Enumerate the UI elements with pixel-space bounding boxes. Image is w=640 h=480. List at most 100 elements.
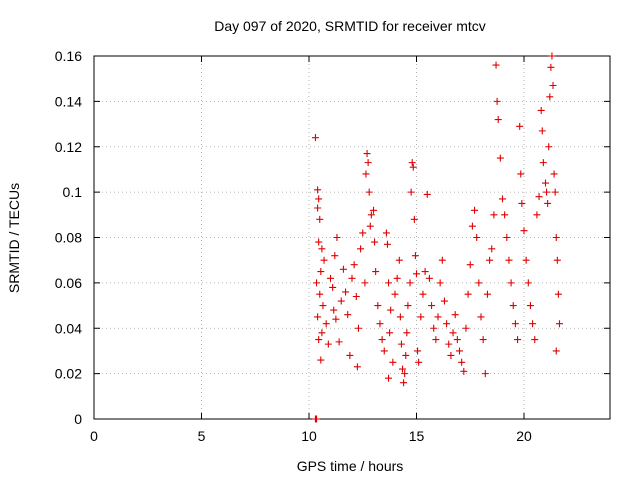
- data-point: [434, 313, 442, 321]
- data-point: [460, 367, 468, 375]
- data-point: [499, 195, 506, 203]
- data-point: [545, 143, 553, 151]
- data-point: [417, 313, 425, 321]
- data-point: [505, 256, 513, 264]
- data-point: [447, 351, 455, 359]
- data-point: [411, 252, 419, 260]
- data-point: [520, 227, 528, 235]
- data-point: [314, 313, 322, 321]
- data-point: [473, 234, 481, 241]
- data-point: [430, 324, 438, 332]
- data-point: [376, 320, 384, 328]
- data-point: [542, 179, 549, 187]
- data-point: [538, 127, 546, 135]
- data-point: [365, 188, 373, 196]
- data-point: [458, 358, 466, 366]
- data-point: [549, 81, 557, 89]
- data-point: [352, 292, 360, 300]
- x-axis-label: GPS time / hours: [297, 458, 404, 474]
- data-point: [331, 252, 339, 260]
- data-point: [337, 297, 345, 305]
- data-point: [481, 370, 489, 378]
- data-point: [378, 336, 386, 344]
- data-point: [552, 234, 560, 241]
- data-point: [329, 283, 337, 291]
- x-tick-label: 15: [409, 428, 425, 444]
- data-point: [438, 256, 446, 264]
- data-point: [468, 222, 476, 230]
- data-point: [492, 61, 500, 69]
- data-point: [354, 324, 362, 332]
- data-point: [380, 347, 388, 355]
- data-point: [483, 290, 491, 298]
- data-point: [348, 274, 356, 282]
- data-point: [316, 290, 324, 298]
- x-tick-label: 5: [198, 428, 206, 444]
- data-point: [546, 93, 554, 101]
- data-point: [415, 358, 423, 366]
- grid-lines: [94, 56, 610, 419]
- data-point: [385, 279, 393, 287]
- data-point: [419, 290, 427, 298]
- data-point: [414, 347, 422, 355]
- data-point: [410, 215, 418, 223]
- data-point: [313, 415, 321, 423]
- data-point: [395, 256, 403, 264]
- data-point: [406, 279, 414, 287]
- data-point: [367, 211, 375, 219]
- data-point: [397, 340, 405, 348]
- data-point: [374, 302, 382, 310]
- data-point: [479, 336, 487, 344]
- data-point: [471, 206, 479, 214]
- data-point: [313, 279, 321, 287]
- data-point: [315, 195, 323, 203]
- data-point: [501, 211, 509, 219]
- data-point: [421, 268, 429, 276]
- data-point: [425, 274, 433, 282]
- data-point: [555, 320, 563, 328]
- data-point: [363, 150, 371, 158]
- data-point: [440, 297, 448, 305]
- data-point: [518, 199, 526, 207]
- data-point: [399, 365, 407, 373]
- data-point: [552, 347, 560, 355]
- data-point: [507, 279, 515, 287]
- data-point: [436, 279, 444, 287]
- data-point: [346, 351, 354, 359]
- data-point: [315, 336, 323, 344]
- data-point: [547, 63, 555, 71]
- data-point: [524, 279, 532, 287]
- data-point: [318, 329, 326, 337]
- data-point: [493, 97, 501, 105]
- data-point: [462, 324, 470, 332]
- data-point: [403, 329, 411, 337]
- y-tick-label: 0.04: [55, 320, 82, 336]
- data-point: [322, 320, 330, 328]
- y-tick-label: 0.02: [55, 366, 82, 382]
- data-point: [391, 290, 399, 298]
- data-point: [477, 313, 485, 321]
- y-tick-label: 0.12: [55, 139, 82, 155]
- data-point: [443, 320, 451, 328]
- data-point: [314, 204, 322, 212]
- data-point: [317, 356, 325, 364]
- data-point: [514, 336, 522, 344]
- data-point: [529, 320, 537, 328]
- data-point: [361, 279, 369, 287]
- data-point: [401, 370, 409, 378]
- data-point: [548, 52, 556, 60]
- data-point: [496, 154, 504, 162]
- y-tick-label: 0.14: [55, 93, 82, 109]
- data-point: [387, 306, 395, 314]
- x-tick-label: 20: [516, 428, 532, 444]
- data-point: [533, 211, 541, 219]
- data-point: [400, 379, 408, 387]
- data-point: [315, 238, 323, 246]
- data-point: [544, 199, 552, 207]
- data-point: [490, 211, 498, 219]
- data-point: [466, 261, 474, 269]
- data-point: [554, 290, 562, 298]
- data-point: [350, 261, 358, 269]
- data-point: [385, 374, 393, 382]
